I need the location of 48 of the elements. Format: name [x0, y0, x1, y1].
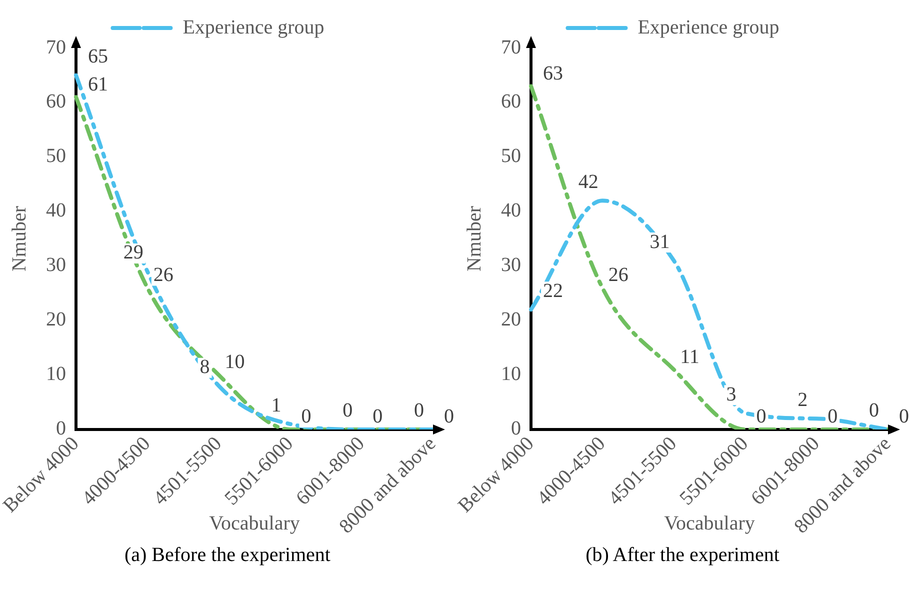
data-label: 22	[543, 280, 563, 302]
data-label: 31	[650, 230, 670, 253]
data-label: 42	[578, 170, 598, 193]
data-label: 0	[301, 406, 312, 428]
y-tick-label: 70	[501, 36, 521, 58]
y-tick-label: 50	[46, 145, 66, 168]
data-label: 11	[680, 346, 700, 368]
data-label: 0	[869, 400, 879, 422]
legend-label: Experience group	[182, 16, 324, 38]
x-axis-title: Vocabulary	[664, 512, 755, 534]
x-axis-title: Vocabulary	[209, 512, 300, 534]
data-label: 29	[123, 242, 144, 264]
y-tick-label: 30	[46, 254, 66, 276]
data-label: 26	[153, 264, 174, 286]
y-tick-label: 60	[46, 90, 66, 113]
y-tick-label: 20	[46, 308, 66, 331]
legend-label: Experience group	[638, 16, 780, 38]
y-tick-label: 10	[501, 363, 521, 386]
data-label: 1	[271, 394, 282, 416]
y-tick-label: 70	[46, 36, 66, 58]
data-label: 8	[200, 356, 210, 378]
y-tick-label: 0	[56, 418, 66, 440]
data-label: 63	[543, 62, 563, 84]
data-label: 2	[798, 388, 808, 411]
y-tick-label: 50	[501, 145, 521, 168]
data-label: 26	[608, 264, 628, 286]
data-label: 0	[414, 400, 424, 422]
y-tick-label: 40	[46, 200, 66, 222]
y-axis-title: Nmuber	[8, 206, 30, 272]
data-label: 10	[224, 351, 245, 374]
y-tick-label: 40	[501, 200, 521, 222]
data-label: 65	[88, 46, 108, 68]
data-label: 3	[726, 383, 736, 406]
data-label: 0	[828, 406, 838, 428]
text: (b) After the experiment	[584, 544, 780, 567]
data-label: 0	[756, 406, 766, 428]
y-tick-label: 10	[46, 363, 66, 386]
y-tick-label: 20	[501, 308, 521, 331]
y-tick-label: 60	[501, 90, 521, 113]
data-label: 0	[342, 400, 353, 422]
y-tick-label: 0	[511, 418, 521, 440]
y-tick-label: 30	[501, 254, 521, 276]
data-label: 0	[444, 406, 454, 428]
data-label: 0	[899, 406, 909, 428]
y-axis-title: Nmuber	[463, 206, 486, 272]
data-label: 61	[88, 73, 108, 96]
text: (a) Before the experiment	[123, 544, 332, 567]
data-label: 0	[372, 406, 383, 428]
